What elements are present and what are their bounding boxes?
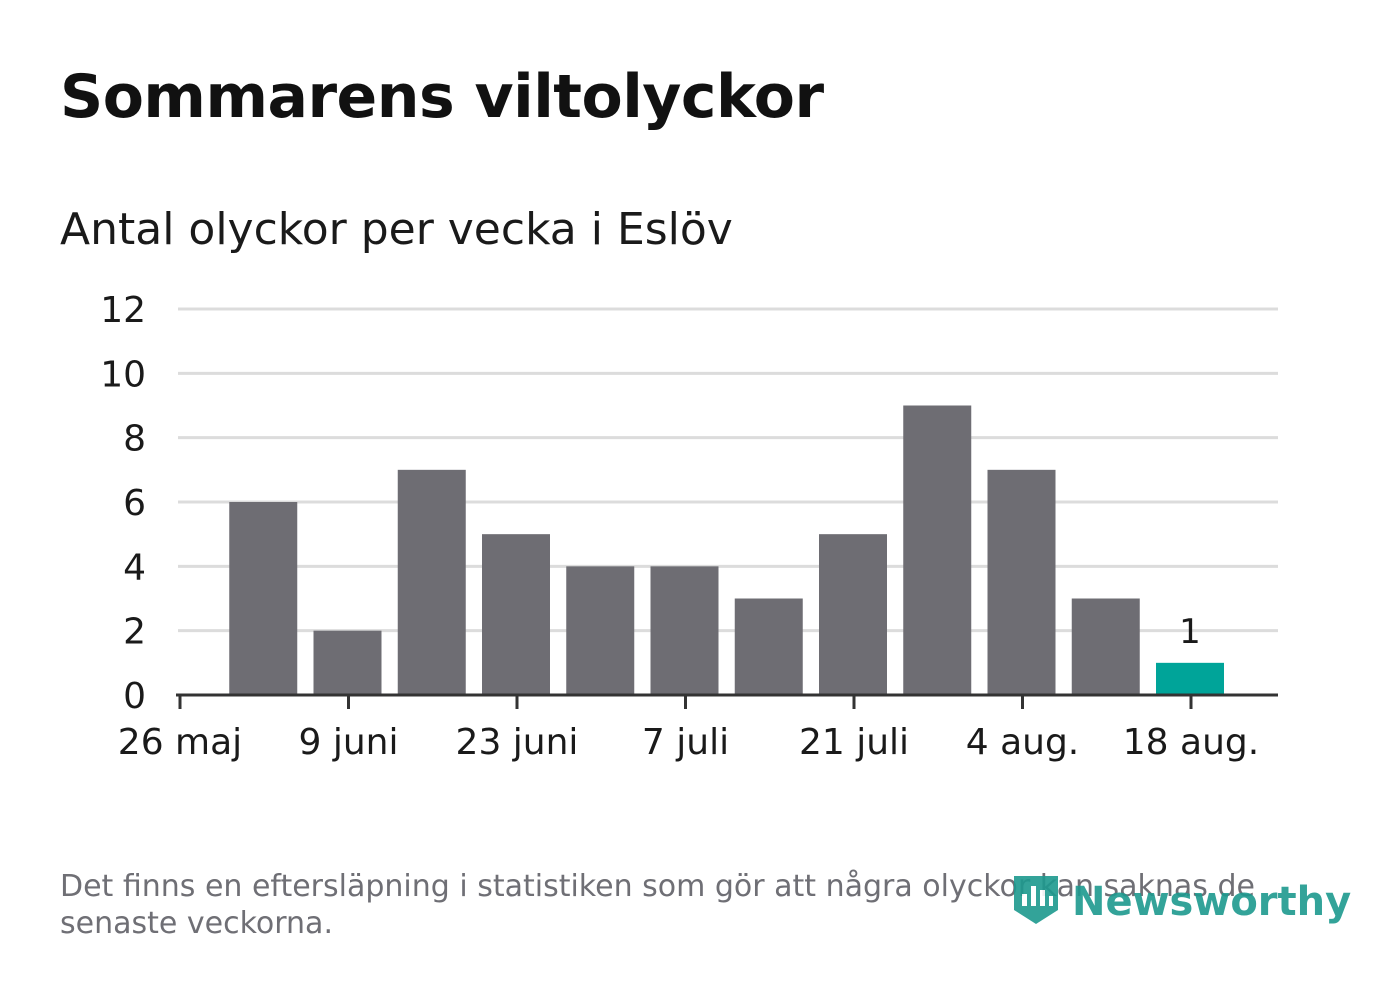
bar xyxy=(650,566,719,695)
x-tick-label: 7 juli xyxy=(642,722,729,763)
bar xyxy=(903,405,972,695)
x-tick-label: 18 aug. xyxy=(1123,722,1259,763)
bar xyxy=(313,630,382,695)
y-tick-label: 6 xyxy=(123,483,146,524)
y-tick-label: 2 xyxy=(123,612,146,653)
y-axis-ticks: 0 2 4 6 8 10 12 xyxy=(100,290,146,717)
chart-title: Sommarens viltolyckor xyxy=(60,62,824,132)
chart-subtitle: Antal olyckor per vecka i Eslöv xyxy=(60,204,733,255)
bar xyxy=(397,469,466,695)
gridlines xyxy=(178,307,1278,633)
newsworthy-logo[interactable]: Newsworthy xyxy=(1010,872,1351,932)
newsworthy-logo-text: Newsworthy xyxy=(1072,879,1352,925)
newsworthy-logo-icon xyxy=(1010,872,1062,932)
bar-highlighted xyxy=(1156,662,1224,695)
bar xyxy=(566,566,635,695)
data-label: 1 xyxy=(1179,612,1201,652)
y-tick-label: 0 xyxy=(123,676,146,717)
x-tick-label: 21 juli xyxy=(799,722,909,763)
bar xyxy=(482,534,550,695)
x-tick-label: 9 juni xyxy=(299,722,399,763)
x-axis: 26 maj 9 juni 23 juni 7 juli 21 juli 4 aug. 18… xyxy=(118,693,1278,763)
x-tick-label: 23 juni xyxy=(456,722,579,763)
x-tick-label: 26 maj xyxy=(118,722,242,763)
y-tick-label: 12 xyxy=(100,290,146,331)
x-tick-label: 4 aug. xyxy=(966,722,1080,763)
bar xyxy=(734,598,803,695)
data-labels: 1 xyxy=(1179,612,1201,652)
bar xyxy=(229,502,298,695)
bar xyxy=(1071,598,1140,695)
y-tick-label: 4 xyxy=(123,547,146,588)
y-tick-label: 8 xyxy=(123,419,146,460)
bars xyxy=(229,405,1224,695)
y-tick-label: 10 xyxy=(100,354,146,395)
bar xyxy=(987,469,1056,695)
bar xyxy=(819,534,887,695)
